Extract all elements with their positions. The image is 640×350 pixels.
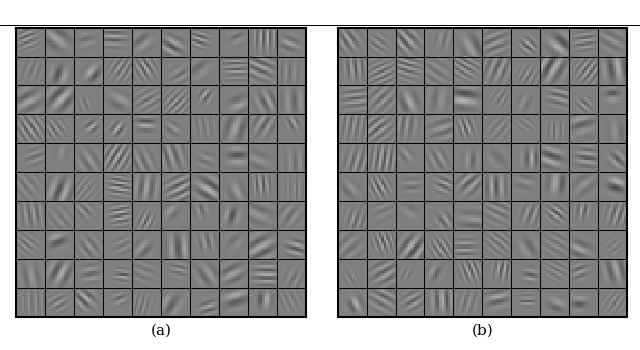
X-axis label: (b): (b) [472,324,493,338]
X-axis label: (a): (a) [150,324,172,338]
